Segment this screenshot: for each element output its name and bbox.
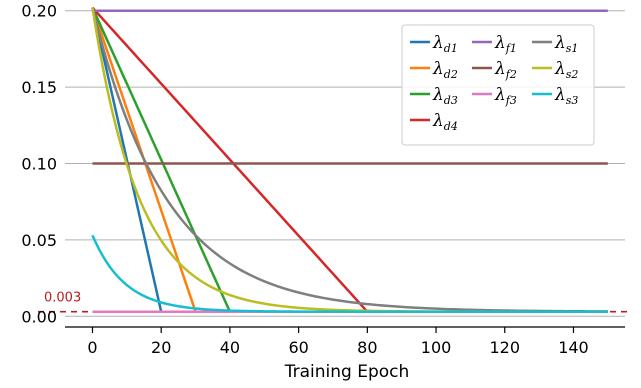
legend-label-f3: λf3: [494, 85, 517, 107]
legend-label-s2: λs2: [554, 59, 578, 81]
x-tick-label: 60: [288, 338, 308, 357]
x-tick-label: 140: [558, 338, 589, 357]
series-lines: [91, 6, 608, 313]
legend-label-s1: λs1: [554, 33, 578, 55]
x-tick-label: 0: [87, 338, 97, 357]
x-tick-label: 40: [220, 338, 240, 357]
legend: λd1 λd2 λd3 λd4 λf1 λf2 λf3 λs1 λs2 λs3: [401, 24, 595, 146]
legend-box: [401, 24, 595, 146]
reference-line-label: 0.003: [44, 291, 81, 306]
legend-label-s3: λs3: [554, 85, 578, 107]
axes: 0.00 0.05 0.10 0.15 0.20 0 20 40 60 80 100 120 140: [21, 2, 625, 357]
x-tick-label: 100: [421, 338, 452, 357]
legend-label-f1: λf1: [494, 33, 517, 55]
legend-label-d2: λd2: [432, 59, 458, 81]
legend-label-d1: λd1: [432, 33, 458, 55]
y-tick-label: 0.10: [21, 155, 57, 174]
x-tick-label: 120: [489, 338, 520, 357]
y-tick-label: 0.00: [21, 307, 57, 326]
y-tick-label: 0.05: [21, 231, 57, 250]
x-tick-label: 80: [357, 338, 377, 357]
legend-label-f2: λf2: [494, 59, 517, 81]
reference-line-group: 0.003: [38, 291, 627, 313]
series-line-s3: [91, 234, 608, 313]
legend-label-d3: λd3: [432, 85, 458, 107]
legend-label-d4: λd4: [432, 111, 458, 133]
y-tick-label: 0.20: [21, 2, 57, 21]
y-tick-label: 0.15: [21, 78, 57, 97]
x-axis-title: Training Epoch: [284, 362, 410, 382]
x-tick-label: 20: [151, 338, 171, 357]
